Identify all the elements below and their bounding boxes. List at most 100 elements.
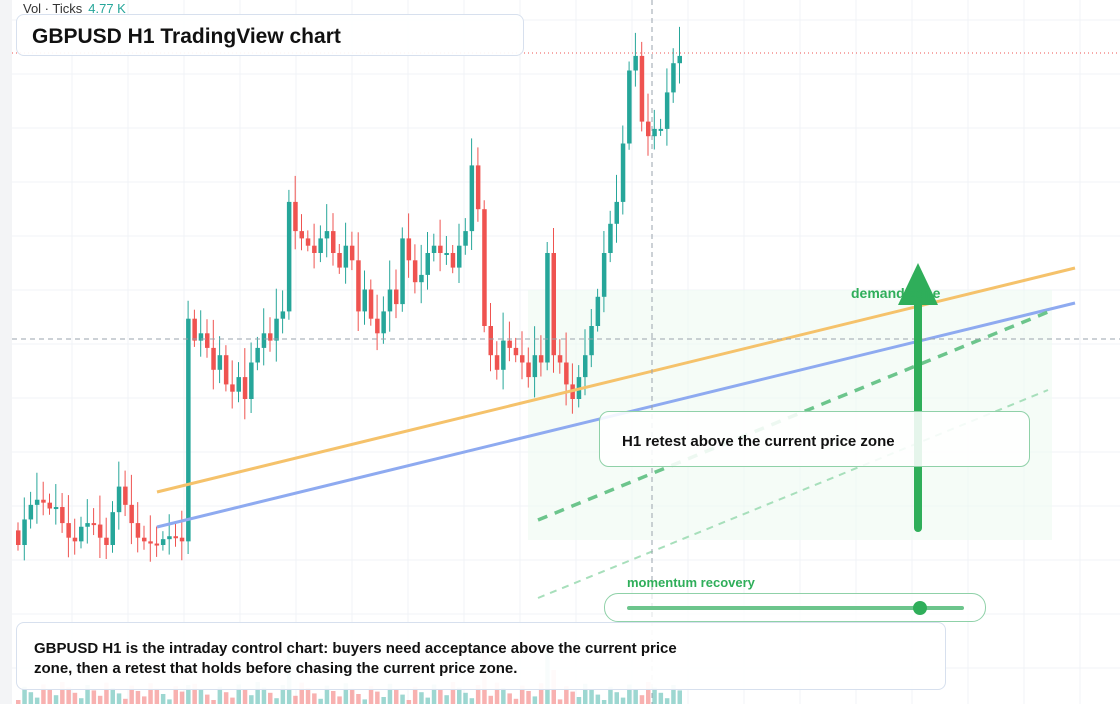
candle-body [34, 499, 40, 505]
volume-bar [255, 682, 260, 704]
candle-body [324, 231, 330, 239]
title-card: GBPUSD H1 TradingView chart [16, 14, 524, 56]
volume-bar [444, 695, 449, 704]
candle-body [66, 523, 71, 538]
candle-body [72, 537, 78, 542]
candle-body [608, 223, 613, 253]
momentum-indicator [604, 593, 986, 622]
volume-bar [337, 696, 342, 704]
volume-bar [249, 695, 254, 704]
candle-body [589, 326, 594, 356]
volume-bar [595, 694, 601, 704]
candle-body [620, 143, 626, 202]
candle-body [343, 245, 349, 268]
volume-bar [520, 685, 525, 704]
volume-bar [475, 685, 481, 704]
candle-body [53, 507, 59, 510]
volume-bar [658, 692, 664, 704]
candle-body [286, 201, 292, 312]
volume-bar [406, 700, 412, 704]
volume-bar [526, 691, 531, 704]
volume-bar [343, 683, 349, 704]
volume-bar [601, 700, 607, 704]
candle-body [167, 536, 172, 540]
volume-bar [167, 699, 172, 704]
volume-bar [110, 688, 115, 704]
candle-body [583, 355, 588, 378]
volume-bar [368, 686, 374, 704]
demand-zone-label: demand zone [851, 285, 941, 301]
volume-bar [463, 692, 468, 704]
volume-bar [22, 686, 27, 704]
candle-body [230, 384, 235, 392]
candle-body [356, 260, 361, 312]
volume-bar [261, 687, 267, 704]
candle-body [438, 245, 443, 253]
candle-body [482, 209, 487, 326]
volume-bar [646, 682, 651, 704]
volume-bar [16, 700, 21, 704]
candle-body [488, 326, 493, 356]
candle-body [387, 289, 393, 312]
volume-bar [230, 697, 235, 704]
volume-bar [677, 690, 682, 704]
volume-bar [123, 698, 128, 704]
candle-body [513, 347, 519, 356]
volume-bar [53, 695, 59, 704]
candle-body [305, 238, 311, 246]
candle-body [60, 507, 65, 524]
volume-bar [501, 688, 506, 704]
candle-body [520, 355, 525, 363]
caption-card: GBPUSD H1 is the intraday control chart:… [16, 622, 946, 690]
price-scale-edge [0, 0, 12, 704]
volume-bar [324, 685, 330, 704]
volume-bar [576, 697, 582, 704]
candle-body [469, 165, 475, 232]
volume-bar [79, 698, 84, 704]
candle-body [457, 245, 462, 268]
volume-bar [419, 692, 424, 704]
volume-bar [236, 684, 241, 704]
volume-bar [268, 692, 273, 704]
volume-bar [431, 684, 437, 704]
volume-bar [148, 683, 153, 704]
candle-body [394, 289, 399, 305]
volume-bar [438, 689, 443, 704]
volume-bar [129, 685, 134, 704]
candle-body [104, 537, 109, 545]
candle-body [381, 311, 386, 334]
candle-body [614, 201, 619, 224]
candle-body [299, 231, 304, 239]
volume-bar [557, 699, 563, 704]
volume-bar [312, 693, 317, 704]
volume-legend-value: 4.77 K [88, 1, 126, 16]
volume-bar [160, 694, 166, 704]
volume-bar [425, 697, 430, 704]
retest-note-text: H1 retest above the current price zone [622, 433, 895, 450]
volume-bar [362, 699, 367, 704]
volume-bar [66, 687, 71, 704]
candle-body [116, 486, 122, 513]
candle-body [28, 504, 34, 520]
volume-bar [488, 695, 493, 704]
candle-body [601, 253, 607, 297]
candle-body [532, 355, 538, 378]
candle-body [368, 289, 374, 319]
candle-body [463, 231, 468, 246]
candle-body [192, 318, 197, 341]
volume-bar [179, 691, 185, 704]
volume-bar [349, 688, 355, 704]
candle-body [412, 260, 418, 283]
volume-bar [652, 687, 657, 704]
volume-bar [41, 684, 46, 704]
candle-body [16, 530, 21, 545]
candle-body [349, 245, 355, 261]
candle-body [47, 502, 52, 509]
volume-bar [211, 700, 216, 704]
candle-body [198, 333, 204, 341]
candle-body [173, 536, 178, 539]
candle-body [123, 486, 128, 505]
momentum-knob[interactable] [913, 601, 928, 615]
candle-body [337, 253, 342, 268]
volume-bar [608, 686, 613, 704]
